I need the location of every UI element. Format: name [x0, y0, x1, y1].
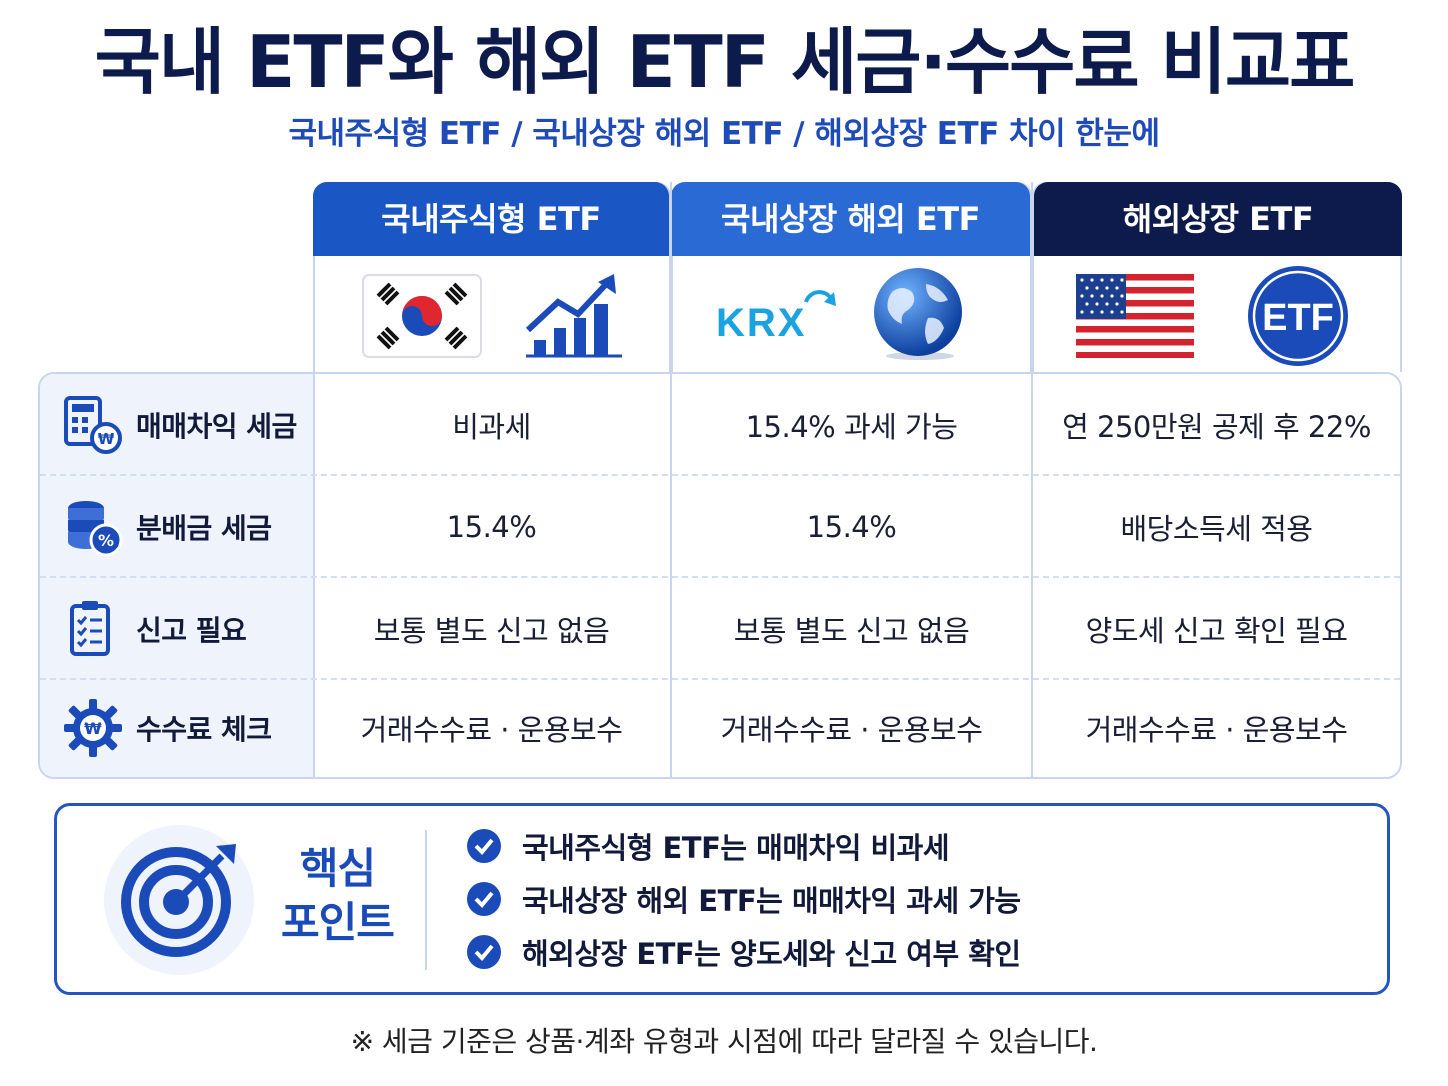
cell-fee-foreign: 거래수수료 · 운용보수	[1085, 713, 1348, 747]
page-title: 국내 ETF와 해외 ETF 세금·수수료 비교표	[94, 20, 1356, 104]
cell-fee-domestic: 거래수수료 · 운용보수	[360, 713, 623, 747]
column-divider	[670, 182, 672, 779]
key-point-item: 국내주식형 ETF는 매매차익 비과세	[466, 826, 950, 866]
cell-capital-gains-domestic: 비과세	[452, 410, 531, 444]
key-points-title-line2: 포인트	[281, 898, 395, 947]
key-points-title: 핵심 포인트	[270, 842, 405, 950]
us-flag-icon	[1076, 274, 1194, 358]
row-label-filing-required: 신고 필요	[40, 578, 313, 680]
cell-filing-foreign: 양도세 신고 확인 필요	[1085, 614, 1348, 648]
row-divider	[40, 474, 1400, 476]
target-icon	[121, 844, 236, 957]
row-divider	[40, 678, 1400, 680]
coins-percent-icon: %	[68, 501, 123, 557]
cell-filing-domestic: 보통 별도 신고 없음	[373, 614, 610, 648]
row-label-text: 수수료 체크	[136, 713, 272, 746]
cell-capital-gains-foreign: 연 250만원 공제 후 22%	[1062, 410, 1371, 444]
column-divider	[313, 372, 315, 779]
footnote: ※ 세금 기준은 상품·계좌 유형과 시점에 따라 달라질 수 있습니다.	[350, 1025, 1098, 1058]
column-header-foreign-listed: 해외상장 ETF	[1034, 182, 1402, 256]
globe-icon	[874, 268, 962, 360]
check-circle-icon	[467, 882, 501, 916]
svg-text:%: %	[98, 531, 114, 550]
svg-text:₩: ₩	[84, 719, 102, 738]
row-label-text: 매매차익 세금	[136, 410, 297, 443]
row-label-capital-gains-tax: ₩ 매매차익 세금	[40, 374, 313, 476]
key-points-divider	[425, 830, 427, 970]
etf-badge-icon: ETF	[1248, 266, 1348, 366]
cell-distribution-domestic-overseas: 15.4%	[806, 510, 897, 544]
column-header-domestic-listed-overseas: 국내상장 해외 ETF	[671, 182, 1030, 256]
key-point-text: 해외상장 ETF는 양도세와 신고 여부 확인	[522, 937, 1021, 971]
row-label-distribution-tax: % 분배금 세금	[40, 476, 313, 578]
row-label-text: 신고 필요	[136, 614, 247, 647]
cell-distribution-domestic: 15.4%	[446, 510, 537, 544]
cell-distribution-foreign: 배당소득세 적용	[1120, 512, 1313, 546]
cell-fee-domestic-overseas: 거래수수료 · 운용보수	[720, 713, 983, 747]
growth-chart-icon	[525, 274, 622, 358]
row-label-text: 분배금 세금	[136, 512, 272, 545]
svg-text:KRX: KRX	[716, 301, 806, 344]
checklist-icon	[70, 601, 110, 656]
column-divider	[1031, 182, 1033, 779]
cell-capital-gains-domestic-overseas: 15.4% 과세 가능	[745, 410, 958, 444]
krx-logo: KRX	[716, 290, 836, 344]
key-point-text: 국내주식형 ETF는 매매차익 비과세	[522, 831, 950, 865]
page-subtitle: 국내주식형 ETF / 국내상장 해외 ETF / 해외상장 ETF 차이 한눈…	[288, 116, 1160, 152]
key-point-item: 해외상장 ETF는 양도세와 신고 여부 확인	[466, 932, 1021, 972]
gear-won-icon: ₩	[64, 699, 122, 757]
korea-flag-icon	[362, 274, 482, 358]
cell-filing-domestic-overseas: 보통 별도 신고 없음	[733, 614, 970, 648]
column-header-domestic-equity: 국내주식형 ETF	[313, 182, 669, 256]
key-points-box	[54, 803, 1390, 995]
calculator-won-icon: ₩	[64, 396, 122, 454]
check-circle-icon	[467, 829, 501, 863]
row-divider	[40, 576, 1400, 578]
key-points-title-line1: 핵심	[299, 844, 376, 893]
key-point-text: 국내상장 해외 ETF는 매매차익 과세 가능	[522, 884, 1021, 918]
svg-text:₩: ₩	[98, 430, 115, 448]
key-point-item: 국내상장 해외 ETF는 매매차익 과세 가능	[466, 879, 1021, 919]
check-circle-icon	[467, 935, 501, 969]
row-label-fee-check: ₩ 수수료 체크	[40, 680, 313, 776]
svg-text:ETF: ETF	[1262, 297, 1334, 339]
